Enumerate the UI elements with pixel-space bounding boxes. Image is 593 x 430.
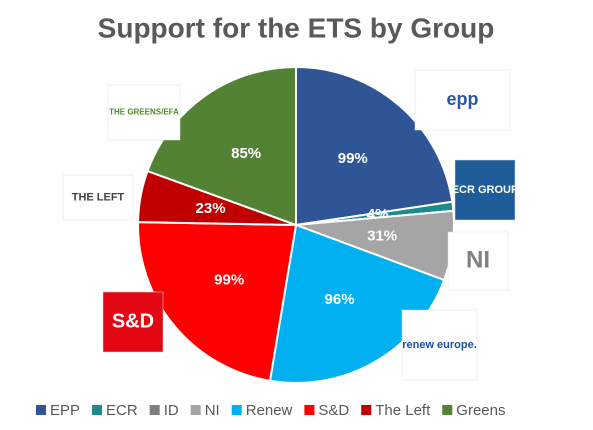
- logo-box: [102, 291, 164, 353]
- legend-swatch: [442, 405, 453, 415]
- pie-slice: [268, 223, 446, 384]
- logo-box: [414, 69, 511, 131]
- legend-label: EPP: [50, 402, 80, 419]
- legend-swatch: [231, 405, 242, 415]
- legend-swatch: [92, 405, 103, 415]
- logo-text: THE GREENS/EFA: [109, 108, 179, 117]
- legend-swatch: [149, 405, 160, 415]
- pie-slice: [295, 65, 454, 227]
- data-label: 23%: [196, 200, 226, 217]
- legend-swatch: [190, 405, 201, 415]
- logo-text: THE LEFT: [72, 191, 125, 203]
- data-label: 31%: [367, 227, 397, 244]
- logo-text: epp: [446, 89, 478, 109]
- legend-label: The Left: [375, 402, 431, 419]
- data-label: 99%: [338, 150, 368, 167]
- logo-box: [454, 159, 516, 221]
- legend-swatch: [361, 405, 372, 415]
- data-label: 85%: [231, 145, 261, 162]
- logo-box: [107, 84, 181, 141]
- legend-label: Greens: [456, 402, 505, 419]
- data-label: 96%: [325, 291, 355, 308]
- logo-text: S&D: [112, 310, 154, 332]
- logo-box: [447, 231, 509, 291]
- legend-swatch: [304, 405, 315, 415]
- logo-text: ECR GROUP: [452, 184, 519, 196]
- legend-label: Renew: [246, 402, 293, 419]
- logo-box: [62, 174, 134, 221]
- data-label: 99%: [214, 272, 244, 289]
- pie-slice: [137, 221, 298, 382]
- legend-label: NI: [205, 402, 220, 419]
- legend-label: S&D: [318, 402, 349, 419]
- legend-swatch: [36, 405, 46, 415]
- pie-slice: [146, 65, 297, 227]
- logo-text: NI: [466, 246, 490, 273]
- logo-text: renew europe.: [402, 339, 477, 351]
- logo-box: [401, 309, 478, 381]
- legend-label: ECR: [106, 402, 138, 419]
- chart-title: Support for the ETS by Group: [98, 12, 495, 43]
- legend-label: ID: [164, 402, 179, 419]
